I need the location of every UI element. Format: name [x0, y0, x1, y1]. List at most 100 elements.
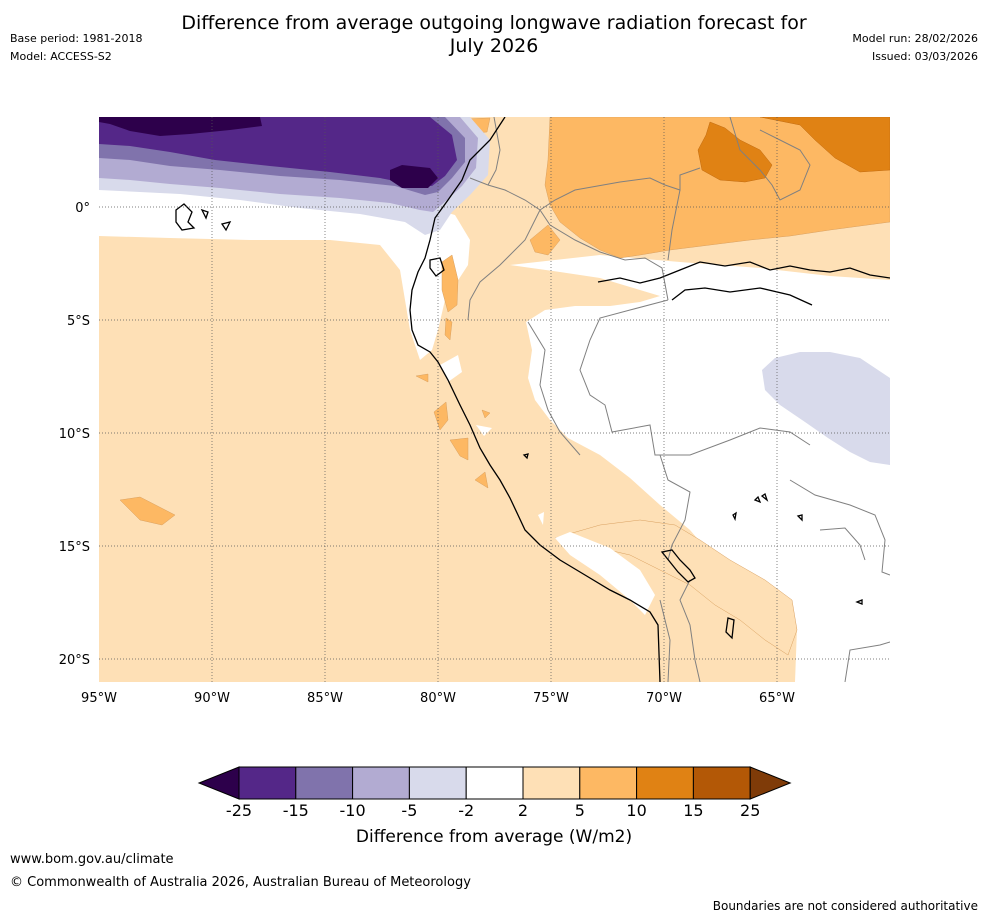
lat-tick-label: 0° — [75, 201, 90, 216]
anomaly-below-neg25 — [99, 117, 262, 136]
coastline-island — [522, 453, 529, 460]
country-boundaries — [467, 117, 890, 682]
boundary-line — [579, 299, 811, 456]
longitude-ticks: 95°W 90°W 85°W 80°W 75°W 70°W 65°W — [81, 691, 795, 706]
anomaly-5-10-patch — [449, 437, 469, 461]
coastline-island — [660, 549, 696, 583]
footer-copyright: © Commonwealth of Australia 2026, Austra… — [10, 875, 471, 890]
boundary-line — [789, 479, 890, 576]
coastline-island — [796, 514, 803, 522]
latitude-ticks: 0° 5°S 10°S 15°S 20°S — [59, 201, 90, 668]
title-line-2: July 2026 — [449, 35, 539, 57]
colorbar-swatch — [579, 766, 638, 800]
colorbar-tick-label: -10 — [340, 801, 366, 820]
anomaly-near-normal-patch — [538, 512, 544, 525]
base-period: Base period: 1981-2018 — [10, 32, 143, 45]
map-area — [99, 117, 890, 682]
footer-url[interactable]: www.bom.gov.au/climate — [10, 852, 174, 867]
colorbar-swatch — [692, 766, 751, 800]
boundary-line — [659, 454, 691, 561]
anomaly-5-10-northeast — [544, 117, 890, 259]
lon-tick-label: 65°W — [759, 691, 795, 706]
colorbar-swatch — [238, 766, 297, 800]
colorbar-tick-label: -25 — [226, 801, 252, 820]
anomaly-5-10-patch — [415, 373, 429, 383]
anomaly-near-normal-strip — [555, 532, 655, 615]
boundary-line — [659, 599, 671, 682]
coastline — [409, 117, 661, 682]
colorbar-tick-label: -2 — [458, 801, 474, 820]
colorbar-label: Difference from average (W/m2) — [355, 827, 633, 847]
colorbar-swatch — [465, 766, 524, 800]
boundary-line — [467, 209, 541, 321]
coastline-island — [175, 203, 196, 231]
colorbar-swatch — [352, 766, 410, 800]
boundary-line — [729, 117, 811, 201]
boundary-line — [487, 117, 501, 186]
anomaly-5-10-patch — [481, 409, 491, 419]
colorbar-swatch — [636, 766, 694, 800]
anomaly-10-15-blob — [759, 117, 890, 173]
anomaly-5-10-patch — [474, 471, 489, 489]
gridlines — [99, 117, 890, 682]
coastline-island — [732, 511, 737, 522]
coastline-river — [597, 261, 890, 284]
lat-tick-label: 15°S — [59, 540, 90, 555]
lon-tick-label: 80°W — [420, 691, 456, 706]
issued-date: Issued: 03/03/2026 — [871, 50, 978, 63]
boundary-line — [819, 527, 866, 561]
colorbar-tick-label: -5 — [401, 801, 417, 820]
anomaly-5-10-patch — [441, 254, 459, 313]
meta-left: Base period: 1981-2018 Model: ACCESS-S2 — [10, 30, 142, 66]
colorbar-tick-label: 25 — [740, 801, 760, 820]
colorbar-tick-label: 5 — [575, 801, 585, 820]
anomaly-10-15-blob — [697, 121, 773, 183]
lon-tick-label: 95°W — [81, 691, 117, 706]
lon-tick-label: 85°W — [307, 691, 343, 706]
colorbar-swatch — [408, 766, 467, 800]
boundary-line — [844, 641, 890, 682]
boundary-line — [539, 167, 701, 211]
coastline-island — [200, 208, 209, 220]
boundary-line — [667, 189, 681, 261]
lon-tick-label: 90°W — [194, 691, 230, 706]
colorbar-swatch — [295, 766, 354, 800]
coastline-island — [220, 221, 232, 232]
lat-tick-label: 20°S — [59, 653, 90, 668]
anomaly-2-5-tongue — [554, 519, 798, 656]
colorbar-tick-label: -15 — [283, 801, 309, 820]
anomaly-neg2-neg5-east — [762, 352, 890, 465]
boundary-line — [527, 321, 581, 456]
boundary-line — [679, 579, 701, 682]
colorbar-tick-label: 2 — [518, 801, 528, 820]
coastline-river — [671, 287, 813, 306]
anomaly-neg15-neg25 — [99, 117, 457, 186]
boundary-line — [469, 177, 669, 301]
anomaly-near-normal-patch — [476, 425, 492, 436]
coastline-island — [725, 617, 735, 640]
colorbar-tick-label: 10 — [626, 801, 646, 820]
colorbar-tick-label: 15 — [683, 801, 703, 820]
model-name: Model: ACCESS-S2 — [10, 50, 112, 63]
anomaly-5-10-patch — [444, 317, 453, 341]
title-line-1: Difference from average outgoing longwav… — [181, 12, 807, 34]
colorbar-extend-high — [749, 766, 792, 800]
coastline-island — [753, 495, 762, 504]
coastlines — [175, 117, 890, 682]
lon-tick-label: 70°W — [646, 691, 682, 706]
coastline-island — [760, 492, 769, 502]
anomaly-below-neg25 — [390, 165, 438, 188]
lat-tick-label: 10°S — [59, 427, 90, 442]
lat-tick-label: 5°S — [67, 314, 90, 329]
colorbar: -25 -15 -10 -5 -2 2 5 10 15 25 — [197, 766, 792, 820]
chart-title: Difference from average outgoing longwav… — [0, 12, 988, 58]
lon-tick-label: 75°W — [533, 691, 569, 706]
meta-right: Model run: 28/02/2026 Issued: 03/03/2026 — [852, 30, 978, 66]
colorbar-swatch — [522, 766, 581, 800]
anomaly-5-10-patch — [529, 224, 561, 256]
anomaly-5-10-patch — [119, 496, 176, 526]
colorbar-extend-low — [197, 766, 240, 800]
footer-disclaimer: Boundaries are not considered authoritat… — [712, 899, 978, 913]
coastline-island — [855, 599, 863, 605]
